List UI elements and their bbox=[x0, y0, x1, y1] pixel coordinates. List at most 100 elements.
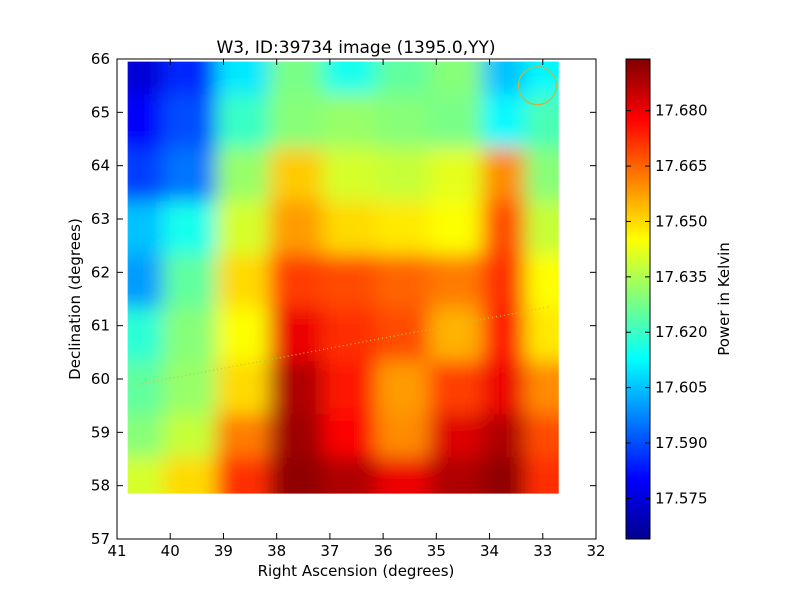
heatmap-cell bbox=[269, 307, 327, 365]
heatmap-cell bbox=[429, 361, 487, 419]
annotations bbox=[138, 66, 558, 385]
heatmap-cell bbox=[429, 254, 487, 312]
heatmap-cell bbox=[322, 147, 380, 205]
heatmap-cell bbox=[524, 307, 559, 365]
heatmap-cell bbox=[162, 307, 221, 365]
y-tick-label: 60 bbox=[91, 370, 110, 388]
plot-area: 41 40 39 38 37 36 35 34 33 32 57 58 59 60 61 62 63 64 65 6… bbox=[91, 50, 606, 560]
heatmap-cell bbox=[269, 254, 327, 312]
colorbar: 17.575 17.590 17.605 17.620 17.635 17.650 17.6… bbox=[625, 58, 733, 540]
heatmap-cell bbox=[216, 361, 274, 419]
heatmap-cell bbox=[524, 147, 559, 205]
heatmap-cell bbox=[429, 94, 487, 152]
x-tick-label: 36 bbox=[374, 542, 393, 560]
colorbar-ticks: 17.575 17.590 17.605 17.620 17.635 17.650 17.6… bbox=[626, 102, 708, 507]
heatmap-cell bbox=[127, 361, 167, 419]
heatmap-cell bbox=[216, 457, 274, 494]
x-axis: 41 40 39 38 37 36 35 34 33 32 bbox=[107, 59, 606, 560]
colorbar-tick-label: 17.680 bbox=[655, 102, 708, 120]
heatmap-cell bbox=[162, 94, 221, 152]
y-tick-label: 66 bbox=[91, 50, 110, 68]
heatmap-cell bbox=[429, 457, 487, 494]
x-tick-label: 32 bbox=[586, 542, 605, 560]
heatmap-cell bbox=[429, 147, 487, 205]
heatmap-cell bbox=[524, 201, 559, 259]
heatmap-cell bbox=[269, 147, 327, 205]
x-tick-label: 35 bbox=[427, 542, 446, 560]
heatmap-cell bbox=[127, 147, 167, 205]
colorbar-frame bbox=[625, 58, 651, 540]
heatmap-cell bbox=[162, 61, 221, 99]
heatmap-cell bbox=[216, 94, 274, 152]
colorbar-tick-label: 17.605 bbox=[655, 379, 708, 397]
colorbar-label: Power in Kelvin bbox=[715, 242, 733, 356]
heatmap-cell bbox=[127, 254, 167, 312]
plot-frame bbox=[116, 58, 597, 540]
galactic-plane-line bbox=[138, 306, 549, 385]
heatmap-cell bbox=[322, 361, 380, 419]
y-axis-label: Declination (degrees) bbox=[66, 218, 84, 380]
heatmap-cell bbox=[375, 147, 434, 205]
colorbar-tick-label: 17.635 bbox=[655, 268, 708, 286]
x-tick-label: 37 bbox=[320, 542, 339, 560]
y-axis: 57 58 59 60 61 62 63 64 65 66 bbox=[91, 50, 596, 548]
heatmap-cell bbox=[216, 307, 274, 365]
heatmap-cell bbox=[375, 361, 434, 419]
heatmap-cell bbox=[524, 361, 559, 419]
heatmap-cell bbox=[162, 201, 221, 259]
heatmap-cell bbox=[322, 307, 380, 365]
heatmap-cell bbox=[269, 61, 327, 99]
colorbar-tick-label: 17.665 bbox=[655, 157, 708, 175]
heatmap-cell bbox=[375, 201, 434, 259]
y-tick-label: 58 bbox=[91, 477, 110, 495]
heatmap-cell bbox=[375, 307, 434, 365]
colorbar-tick-label: 17.620 bbox=[655, 323, 708, 341]
heatmap-cell bbox=[127, 307, 167, 365]
chart-title: W3, ID:39734 image (1395.0,YY) bbox=[216, 38, 495, 58]
y-tick-label: 65 bbox=[91, 103, 110, 121]
colorbar-gradient bbox=[626, 59, 650, 539]
heatmap-cell bbox=[429, 307, 487, 365]
x-tick-label: 40 bbox=[161, 542, 180, 560]
colorbar-tick-label: 17.575 bbox=[655, 489, 708, 507]
heatmap-cell bbox=[269, 361, 327, 419]
x-tick-label: 33 bbox=[533, 542, 552, 560]
colorbar-tick-label: 17.650 bbox=[655, 212, 708, 230]
heatmap-cell bbox=[429, 201, 487, 259]
heatmap-cell bbox=[162, 147, 221, 205]
heatmap-cell bbox=[322, 201, 380, 259]
heatmap-cell bbox=[127, 457, 167, 494]
heatmap-cell bbox=[269, 94, 327, 152]
y-tick-label: 63 bbox=[91, 210, 110, 228]
y-tick-label: 57 bbox=[91, 530, 110, 548]
y-tick-label: 64 bbox=[91, 157, 110, 175]
heatmap-cell bbox=[216, 201, 274, 259]
heatmap-cell bbox=[375, 61, 434, 99]
heatmap-cell bbox=[375, 94, 434, 152]
x-tick-label: 38 bbox=[267, 542, 286, 560]
heatmap-cell bbox=[322, 457, 380, 494]
heatmap-cell bbox=[322, 254, 380, 312]
heatmap-cell bbox=[322, 61, 380, 99]
heatmap-cell bbox=[162, 361, 221, 419]
heatmap-cell bbox=[162, 254, 221, 312]
y-tick-label: 59 bbox=[91, 423, 110, 441]
beam-circle bbox=[517, 66, 558, 106]
x-tick-label: 41 bbox=[107, 542, 126, 560]
y-tick-label: 61 bbox=[91, 317, 110, 335]
heatmap bbox=[127, 61, 559, 494]
heatmap-cell bbox=[127, 61, 167, 99]
heatmap-cell bbox=[216, 254, 274, 312]
heatmap-cell bbox=[127, 201, 167, 259]
heatmap-cell bbox=[524, 457, 559, 494]
heatmap-cell bbox=[216, 147, 274, 205]
x-tick-label: 39 bbox=[214, 542, 233, 560]
colorbar-tick-label: 17.590 bbox=[655, 434, 708, 452]
heatmap-cell bbox=[269, 457, 327, 494]
heatmap-cell bbox=[269, 201, 327, 259]
heatmap-cell bbox=[375, 457, 434, 494]
heatmap-cell bbox=[322, 94, 380, 152]
heatmap-cell bbox=[375, 254, 434, 312]
heatmap-cell bbox=[216, 61, 274, 99]
